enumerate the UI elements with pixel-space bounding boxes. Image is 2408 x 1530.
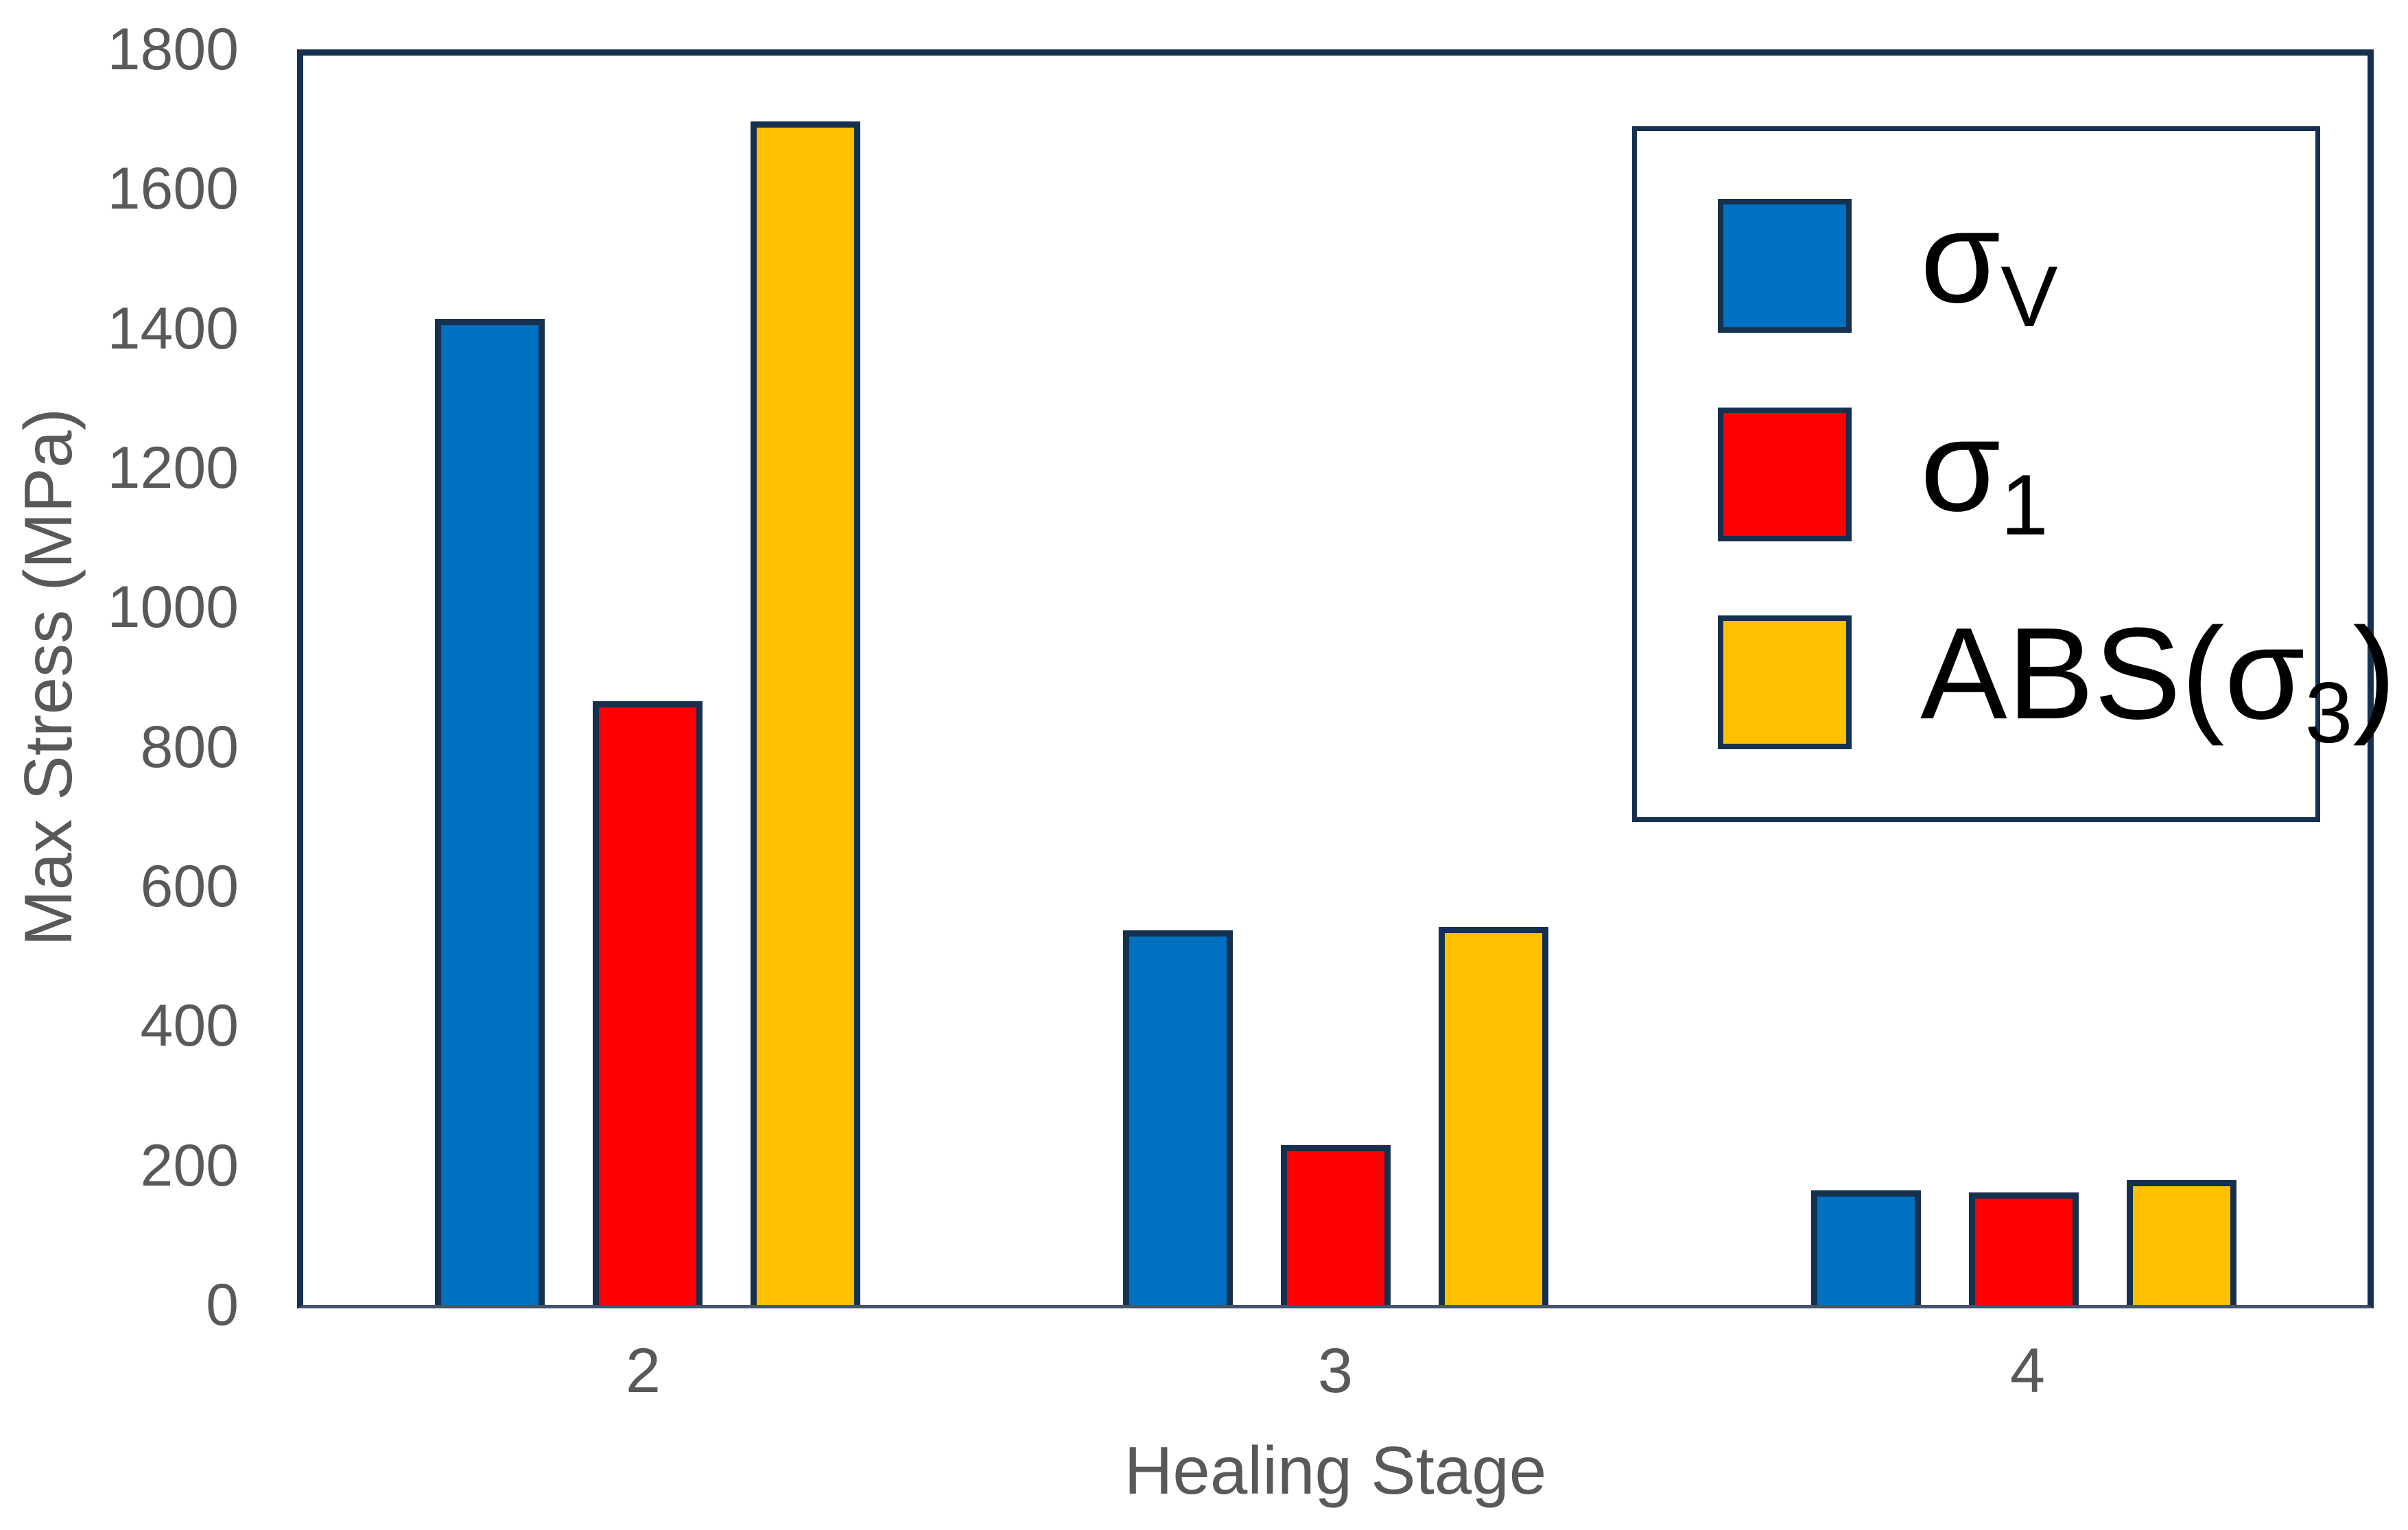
y-tick-label-1600: 1600 (107, 156, 239, 222)
bar-abs-sigma-3-stage-4 (2126, 1179, 2236, 1305)
legend-swatch-sigma-1 (1718, 407, 1852, 541)
y-tick-label-1800: 1800 (107, 16, 239, 82)
y-tick-label-400: 400 (140, 993, 239, 1059)
legend-label-sigma-v: σV (1920, 184, 2058, 344)
bar-sigma-v-stage-2 (434, 319, 545, 1305)
bar-group-stage-3 (991, 56, 1679, 1305)
y-tick-label-1000: 1000 (107, 574, 239, 641)
x-tick-label-4: 4 (2009, 1336, 2046, 1406)
y-tick-label-1400: 1400 (107, 295, 239, 362)
x-axis-title: Healing Stage (1124, 1433, 1547, 1508)
bar-sigma-v-stage-3 (1122, 930, 1233, 1305)
y-tick-label-200: 200 (140, 1132, 239, 1199)
bar-sigma-1-stage-3 (1280, 1145, 1391, 1305)
bars-layer (303, 56, 2368, 1305)
y-tick-label-800: 800 (140, 714, 239, 780)
legend-label-sigma-1: σ1 (1920, 392, 2049, 553)
y-axis-tick-labels: 0 200 400 600 800 1000 1200 1400 1600 1800 (0, 20, 276, 1334)
x-tick-label-3: 3 (1317, 1336, 1354, 1406)
y-tick-label-1200: 1200 (107, 435, 239, 502)
bar-sigma-1-stage-2 (592, 701, 703, 1305)
bar-group-stage-2 (303, 56, 991, 1305)
y-tick-label-0: 0 (206, 1272, 239, 1338)
bar-abs-sigma-3-stage-3 (1438, 926, 1548, 1305)
x-tick-label-2: 2 (625, 1336, 661, 1406)
legend-item-sigma-v: σV (1718, 192, 2315, 340)
bar-sigma-1-stage-4 (1968, 1192, 2079, 1305)
legend-label-abs-sigma-3: ABS(σ3) (1920, 601, 2396, 762)
legend-swatch-sigma-v (1718, 198, 1852, 333)
bar-group-stage-4 (1679, 56, 2368, 1305)
legend-item-sigma-1: σ1 (1718, 401, 2315, 548)
legend-item-abs-sigma-3: ABS(σ3) (1718, 609, 2396, 756)
legend-swatch-abs-sigma-3 (1718, 615, 1852, 750)
bar-abs-sigma-3-stage-2 (750, 121, 860, 1305)
bar-sigma-v-stage-4 (1810, 1190, 1921, 1305)
legend: σV σ1 ABS(σ3) (1632, 126, 2396, 822)
y-tick-label-600: 600 (140, 854, 239, 920)
